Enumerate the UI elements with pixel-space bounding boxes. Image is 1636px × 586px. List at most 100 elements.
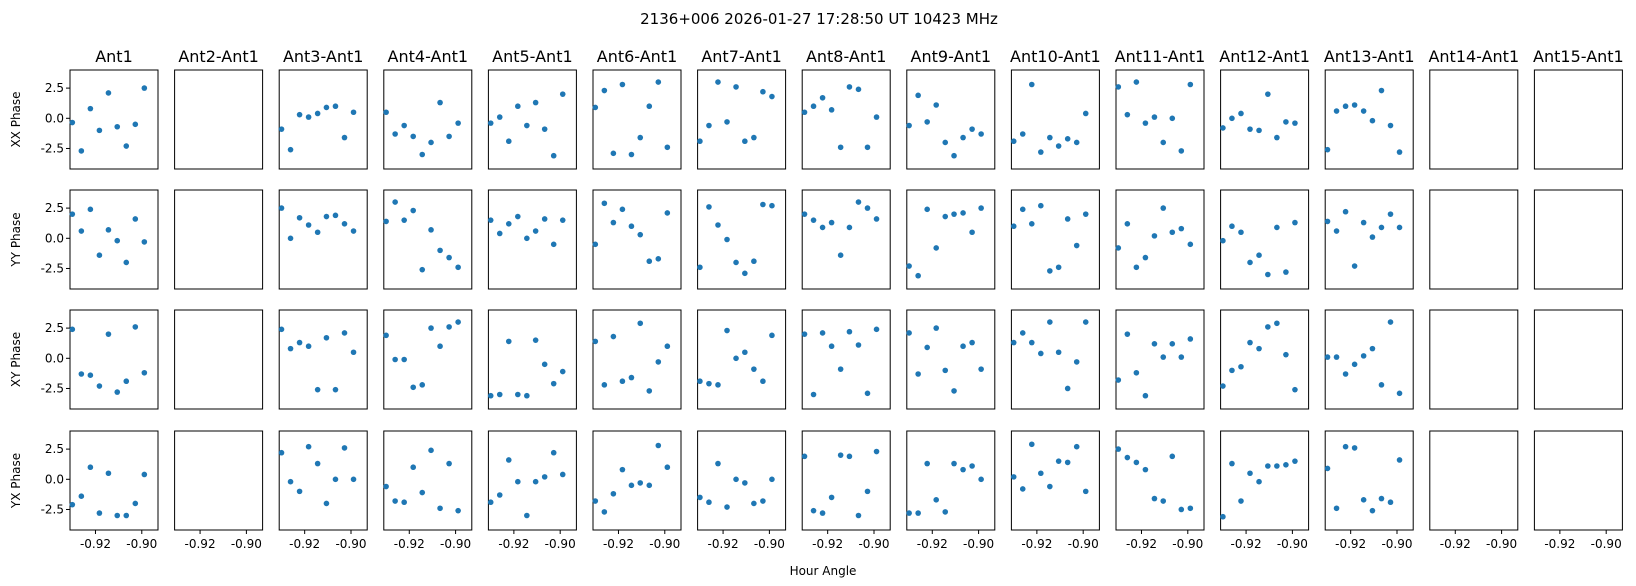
data-point (323, 213, 330, 220)
panel-frame (697, 69, 787, 170)
data-point (1333, 108, 1340, 114)
y-tick-label: 2.5 (45, 201, 64, 215)
data-point (801, 453, 808, 460)
data-point (724, 119, 730, 125)
panel: -0.92 -0.90 (383, 430, 473, 551)
data-point (1019, 486, 1026, 492)
x-tick-label: -0.92 (289, 537, 320, 551)
data-point (915, 510, 921, 516)
data-point (1082, 110, 1089, 117)
panel (1324, 309, 1414, 410)
data-point (114, 389, 121, 395)
data-point (78, 148, 85, 154)
data-point (1010, 474, 1017, 480)
data-point (141, 85, 148, 91)
panel (1220, 189, 1310, 290)
data-point (524, 122, 530, 129)
data-point (69, 119, 76, 126)
data-point (1238, 110, 1244, 117)
data-point (437, 247, 443, 254)
data-point (1333, 354, 1340, 360)
data-point (969, 463, 975, 469)
data-point (1369, 117, 1376, 124)
panel: 2.5 0.0 -2.5 (41, 309, 159, 410)
row-label: XY Phase (9, 332, 23, 387)
x-tick-label: -0.92 (1231, 537, 1262, 551)
panel-frame (1115, 189, 1205, 290)
x-tick-label: -0.92 (1021, 537, 1052, 551)
data-point (96, 252, 103, 258)
data-point (515, 391, 521, 398)
column-title: Ant4-Ant1 (388, 47, 469, 66)
panel: -0.92 -0.90 (906, 430, 996, 551)
data-point (87, 206, 94, 213)
data-point (350, 228, 357, 234)
data-point (706, 204, 712, 210)
data-point (1073, 443, 1080, 450)
data-point (1324, 354, 1331, 360)
data-point (619, 206, 626, 213)
data-point (942, 367, 949, 374)
data-point (801, 331, 808, 337)
data-point (305, 343, 312, 350)
panel: -0.92 -0.90 (592, 430, 682, 551)
data-point (733, 84, 739, 90)
panel (1324, 189, 1414, 290)
data-point (96, 383, 103, 389)
data-point (1283, 119, 1289, 125)
x-tick-label: -0.92 (603, 537, 634, 551)
data-point (296, 488, 303, 495)
panel (174, 189, 264, 290)
data-point (505, 457, 512, 463)
data-point (105, 470, 112, 477)
data-point (924, 119, 930, 125)
data-point (1220, 513, 1226, 520)
x-tick-label: -0.90 (858, 537, 889, 551)
data-point (933, 102, 940, 108)
data-point (873, 448, 880, 455)
data-point (455, 319, 461, 325)
data-point (1283, 269, 1289, 275)
data-point (769, 93, 775, 100)
data-point (123, 259, 130, 266)
data-point (515, 103, 521, 110)
data-point (487, 217, 494, 223)
data-point (960, 466, 966, 473)
data-point (960, 134, 966, 141)
panel (906, 309, 996, 410)
data-point (1351, 102, 1358, 108)
panel-frame (1010, 69, 1100, 170)
data-point (828, 494, 835, 501)
panel-frame (1010, 430, 1100, 531)
y-tick-label: 2.5 (45, 321, 64, 335)
x-tick-label: -0.90 (649, 537, 680, 551)
data-point (742, 349, 748, 356)
data-point (1151, 341, 1158, 347)
data-point (1133, 264, 1140, 271)
data-point (1256, 252, 1262, 258)
panel (1220, 309, 1310, 410)
data-point (810, 103, 817, 110)
data-point (864, 205, 871, 211)
data-point (278, 326, 285, 333)
data-point (915, 371, 921, 377)
panel-frame (1533, 309, 1623, 410)
data-point (132, 216, 139, 222)
data-point (933, 245, 940, 251)
data-point (132, 121, 139, 128)
column-title: Ant3-Ant1 (283, 47, 364, 66)
panel-frame (487, 189, 577, 290)
panel-frame (383, 430, 473, 531)
data-point (123, 143, 130, 149)
data-point (1274, 134, 1280, 141)
data-point (1115, 446, 1122, 452)
data-point (392, 498, 398, 504)
x-tick-label: -0.92 (498, 537, 529, 551)
panel (1429, 69, 1519, 170)
panel-frame (174, 69, 264, 170)
data-point (1342, 103, 1349, 110)
data-point (1028, 221, 1035, 227)
column-title: Ant12-Ant1 (1219, 47, 1310, 66)
data-point (751, 366, 757, 372)
panel: 2.5 0.0 -2.5 (41, 189, 159, 290)
